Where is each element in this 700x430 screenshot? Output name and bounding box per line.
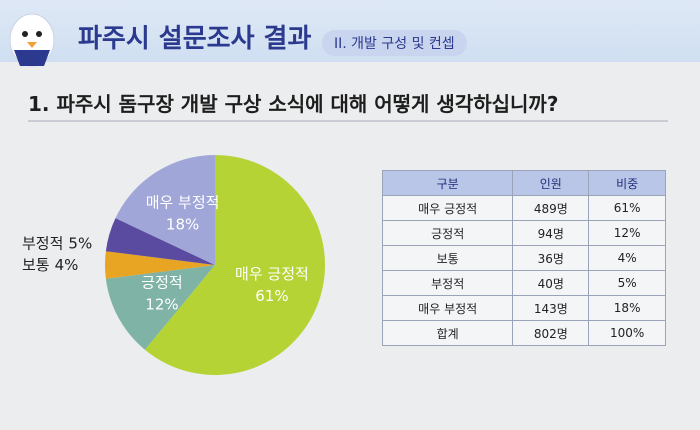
table-cell: 합계 [381,320,514,346]
table-cell: 부정적 [381,270,514,296]
slice-label: 매우 긍정적 [235,265,309,283]
slice-label: 매우 부정적 [146,193,220,211]
pie-slice [105,251,215,279]
table-header: 구분 인원 비중 [381,170,666,196]
table-row: 매우 긍정적 489명 61% [381,195,666,221]
table-cell: 489명 [512,195,590,221]
slice-value-label: 5% [68,234,92,252]
table-cell: 긍정적 [381,220,514,246]
table-cell: 94명 [512,220,590,246]
divider [28,120,668,122]
slice-label: 부정적 5% [22,234,92,252]
slice-value-label: 4% [55,256,79,274]
table-cell: 매우 긍정적 [381,195,514,221]
page-title: 파주시 설문조사 결과 [78,24,312,54]
table-cell: 4% [588,245,666,271]
table-cell: 18% [588,295,666,321]
slice-value-label: 61% [255,287,288,305]
table-cell: 40명 [512,270,590,296]
column-header: 인원 [512,170,590,196]
pie-slice [105,265,215,350]
mascot [9,13,55,67]
table-cell: 802명 [512,320,590,346]
table-row: 긍정적 94명 12% [381,220,666,246]
table-cell: 100% [588,320,666,346]
slice-value-label: 12% [145,296,178,314]
table-cell: 61% [588,195,666,221]
table-cell: 12% [588,220,666,246]
table-cell: 매우 부정적 [381,295,514,321]
section-label: II. 개발 구성 및 컨셉 [322,30,467,56]
table-cell: 5% [588,270,666,296]
table-cell: 36명 [512,245,590,271]
slice-value-label: 18% [166,215,199,233]
column-header: 비중 [588,170,666,196]
table-row: 보통 36명 4% [381,245,666,271]
table-row: 부정적 40명 5% [381,270,666,296]
result-table: 구분 인원 비중 매우 긍정적 489명 61% 긍정적 94명 12% 보통 36명 4% 부정적 4… [381,170,666,346]
table-body: 매우 긍정적 489명 61% 긍정적 94명 12% 보통 36명 4% 부정적 40명 5% 매우 … [381,195,666,346]
pie-slice [115,155,215,265]
slice-category: 부정적 [22,234,63,252]
slice-category: 보통 [22,256,50,274]
pie-slice [105,218,215,265]
table-row: 합계 802명 100% [381,320,666,346]
pie-slice [144,155,326,375]
slice-label: 긍정적 [141,274,182,292]
slice-label: 보통 4% [22,256,78,274]
column-header: 구분 [381,170,514,196]
table-row: 매우 부정적 143명 18% [381,295,666,321]
table-cell: 143명 [512,295,590,321]
table-cell: 보통 [381,245,514,271]
question: 1. 파주시 돔구장 개발 구상 소식에 대해 어떻게 생각하십니까? [28,92,559,116]
